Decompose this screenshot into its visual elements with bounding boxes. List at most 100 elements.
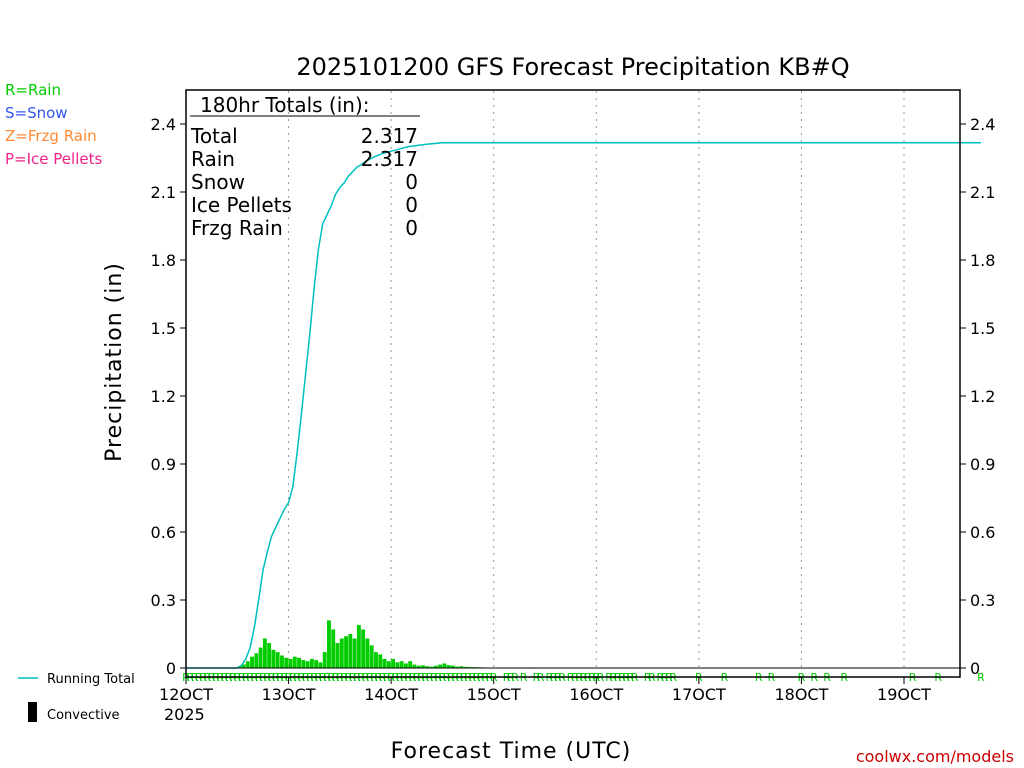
precip-bar bbox=[429, 666, 434, 668]
vertical-gridlines bbox=[288, 91, 905, 668]
precip-bar bbox=[459, 666, 464, 668]
y-tick-label-right: 0.9 bbox=[970, 455, 995, 474]
x-tick-label: 15OCT bbox=[467, 685, 521, 704]
precip-bar bbox=[463, 666, 468, 668]
precip-bar bbox=[369, 645, 374, 668]
precip-type-legend: R=Rain S=Snow Z=Frzg Rain P=Ice Pellets bbox=[5, 81, 102, 168]
x-tick-label: 19OCT bbox=[877, 685, 931, 704]
y-tick-label-left: 1.2 bbox=[151, 387, 176, 406]
precip-bar bbox=[245, 661, 250, 668]
totals-row-rain-name: Rain bbox=[191, 147, 235, 171]
y-tick-label-right: 0 bbox=[970, 659, 980, 678]
precip-bar bbox=[241, 664, 246, 668]
totals-row-total-value: 2.317 bbox=[361, 124, 418, 148]
precip-bar bbox=[284, 657, 289, 668]
precip-bar bbox=[335, 643, 340, 668]
x-tick-label: 13OCT bbox=[262, 685, 316, 704]
totals-row-snow-value: 0 bbox=[405, 170, 418, 194]
precip-bar bbox=[356, 624, 361, 668]
precip-bar bbox=[395, 662, 400, 668]
precip-bar bbox=[403, 663, 408, 668]
legend-ice-pellets: P=Ice Pellets bbox=[5, 150, 102, 168]
precip-bar bbox=[258, 647, 263, 668]
precip-bar bbox=[327, 620, 331, 668]
x-tick-label: 18OCT bbox=[774, 685, 828, 704]
legend-running-total: Running Total bbox=[47, 672, 135, 687]
legend-convective: Convective bbox=[47, 708, 120, 723]
totals-row-ice-value: 0 bbox=[405, 193, 418, 217]
precip-bar bbox=[408, 661, 413, 668]
precip-bar bbox=[382, 658, 387, 668]
credit-text: coolwx.com/models bbox=[856, 747, 1014, 766]
precip-bar bbox=[297, 657, 301, 668]
totals-row-ice-name: Ice Pellets bbox=[191, 193, 292, 217]
x-tick-label: 17OCT bbox=[672, 685, 726, 704]
precip-bar bbox=[292, 656, 297, 668]
precip-bar bbox=[421, 665, 425, 668]
precip-bar bbox=[250, 656, 254, 668]
precip-bar bbox=[374, 652, 378, 668]
precip-bar bbox=[386, 661, 391, 668]
precip-bar bbox=[254, 653, 259, 668]
precip-bar bbox=[322, 652, 327, 668]
precip-bar bbox=[446, 665, 451, 668]
precip-bar bbox=[450, 665, 455, 668]
ptype-marker: R bbox=[977, 671, 985, 684]
totals-row-total-name: Total bbox=[190, 124, 238, 148]
precip-bar bbox=[412, 664, 417, 668]
y-tick-label-right: 0.6 bbox=[970, 523, 995, 542]
totals-row-snow-name: Snow bbox=[191, 170, 245, 194]
precip-bar bbox=[433, 665, 438, 668]
y-tick-label-left: 0.9 bbox=[151, 455, 176, 474]
y-tick-label-left: 1.8 bbox=[151, 251, 176, 270]
precip-bar bbox=[280, 655, 284, 668]
precip-bar bbox=[455, 666, 460, 668]
precip-bar bbox=[339, 638, 344, 668]
precip-bar bbox=[416, 665, 421, 668]
precip-bar bbox=[442, 663, 447, 668]
series-legend: Running Total Convective bbox=[18, 672, 135, 723]
precip-bar bbox=[348, 634, 353, 668]
precip-bar bbox=[399, 661, 404, 668]
y-tick-label-right: 1.5 bbox=[970, 319, 995, 338]
y-axis-ticks: 0 00.3 0.30.6 0.60.9 0.91.2 1.21.5 1.51.8 1.82.… bbox=[151, 115, 996, 678]
totals-box: 180hr Totals (in): Total 2.317 Rain 2.31… bbox=[190, 93, 420, 240]
totals-header: 180hr Totals (in): bbox=[200, 93, 370, 117]
precip-bar bbox=[275, 652, 280, 668]
precip-bar bbox=[352, 638, 357, 668]
precip-bar bbox=[391, 658, 396, 668]
y-axis-title: Precipitation (in) bbox=[102, 262, 127, 462]
y-tick-label-right: 2.4 bbox=[970, 115, 995, 134]
precip-bar bbox=[271, 649, 276, 668]
x-tick-label: 16OCT bbox=[569, 685, 623, 704]
precip-bar bbox=[425, 666, 430, 668]
running-total-line bbox=[186, 142, 981, 669]
y-tick-label-right: 1.8 bbox=[970, 251, 995, 270]
precip-bar bbox=[361, 629, 366, 668]
plot-frame bbox=[185, 89, 961, 678]
x-axis-year: 2025 bbox=[164, 705, 205, 724]
convective-swatch bbox=[28, 702, 37, 722]
precip-bar bbox=[438, 664, 443, 668]
x-tick-label: 14OCT bbox=[364, 685, 418, 704]
precip-bar bbox=[331, 629, 336, 668]
precip-bar bbox=[344, 636, 348, 668]
precip-bar bbox=[318, 662, 323, 668]
hourly-precip-bars bbox=[237, 620, 537, 669]
totals-row-frzg-value: 0 bbox=[405, 216, 418, 240]
y-tick-label-right: 0.3 bbox=[970, 591, 995, 610]
precip-bar bbox=[305, 661, 310, 668]
precip-bar bbox=[309, 658, 314, 668]
totals-row-rain-value: 2.317 bbox=[361, 147, 418, 171]
y-tick-label-left: 0.6 bbox=[151, 523, 176, 542]
legend-snow: S=Snow bbox=[5, 104, 68, 122]
y-tick-label-left: 2.4 bbox=[151, 115, 176, 134]
precip-bar bbox=[314, 660, 319, 668]
totals-row-frzg-name: Frzg Rain bbox=[191, 216, 283, 240]
precip-bar bbox=[301, 660, 306, 668]
legend-freezing-rain: Z=Frzg Rain bbox=[5, 127, 97, 145]
y-tick-label-left: 0 bbox=[166, 659, 176, 678]
precip-bar bbox=[288, 658, 293, 668]
y-tick-label-left: 1.5 bbox=[151, 319, 176, 338]
